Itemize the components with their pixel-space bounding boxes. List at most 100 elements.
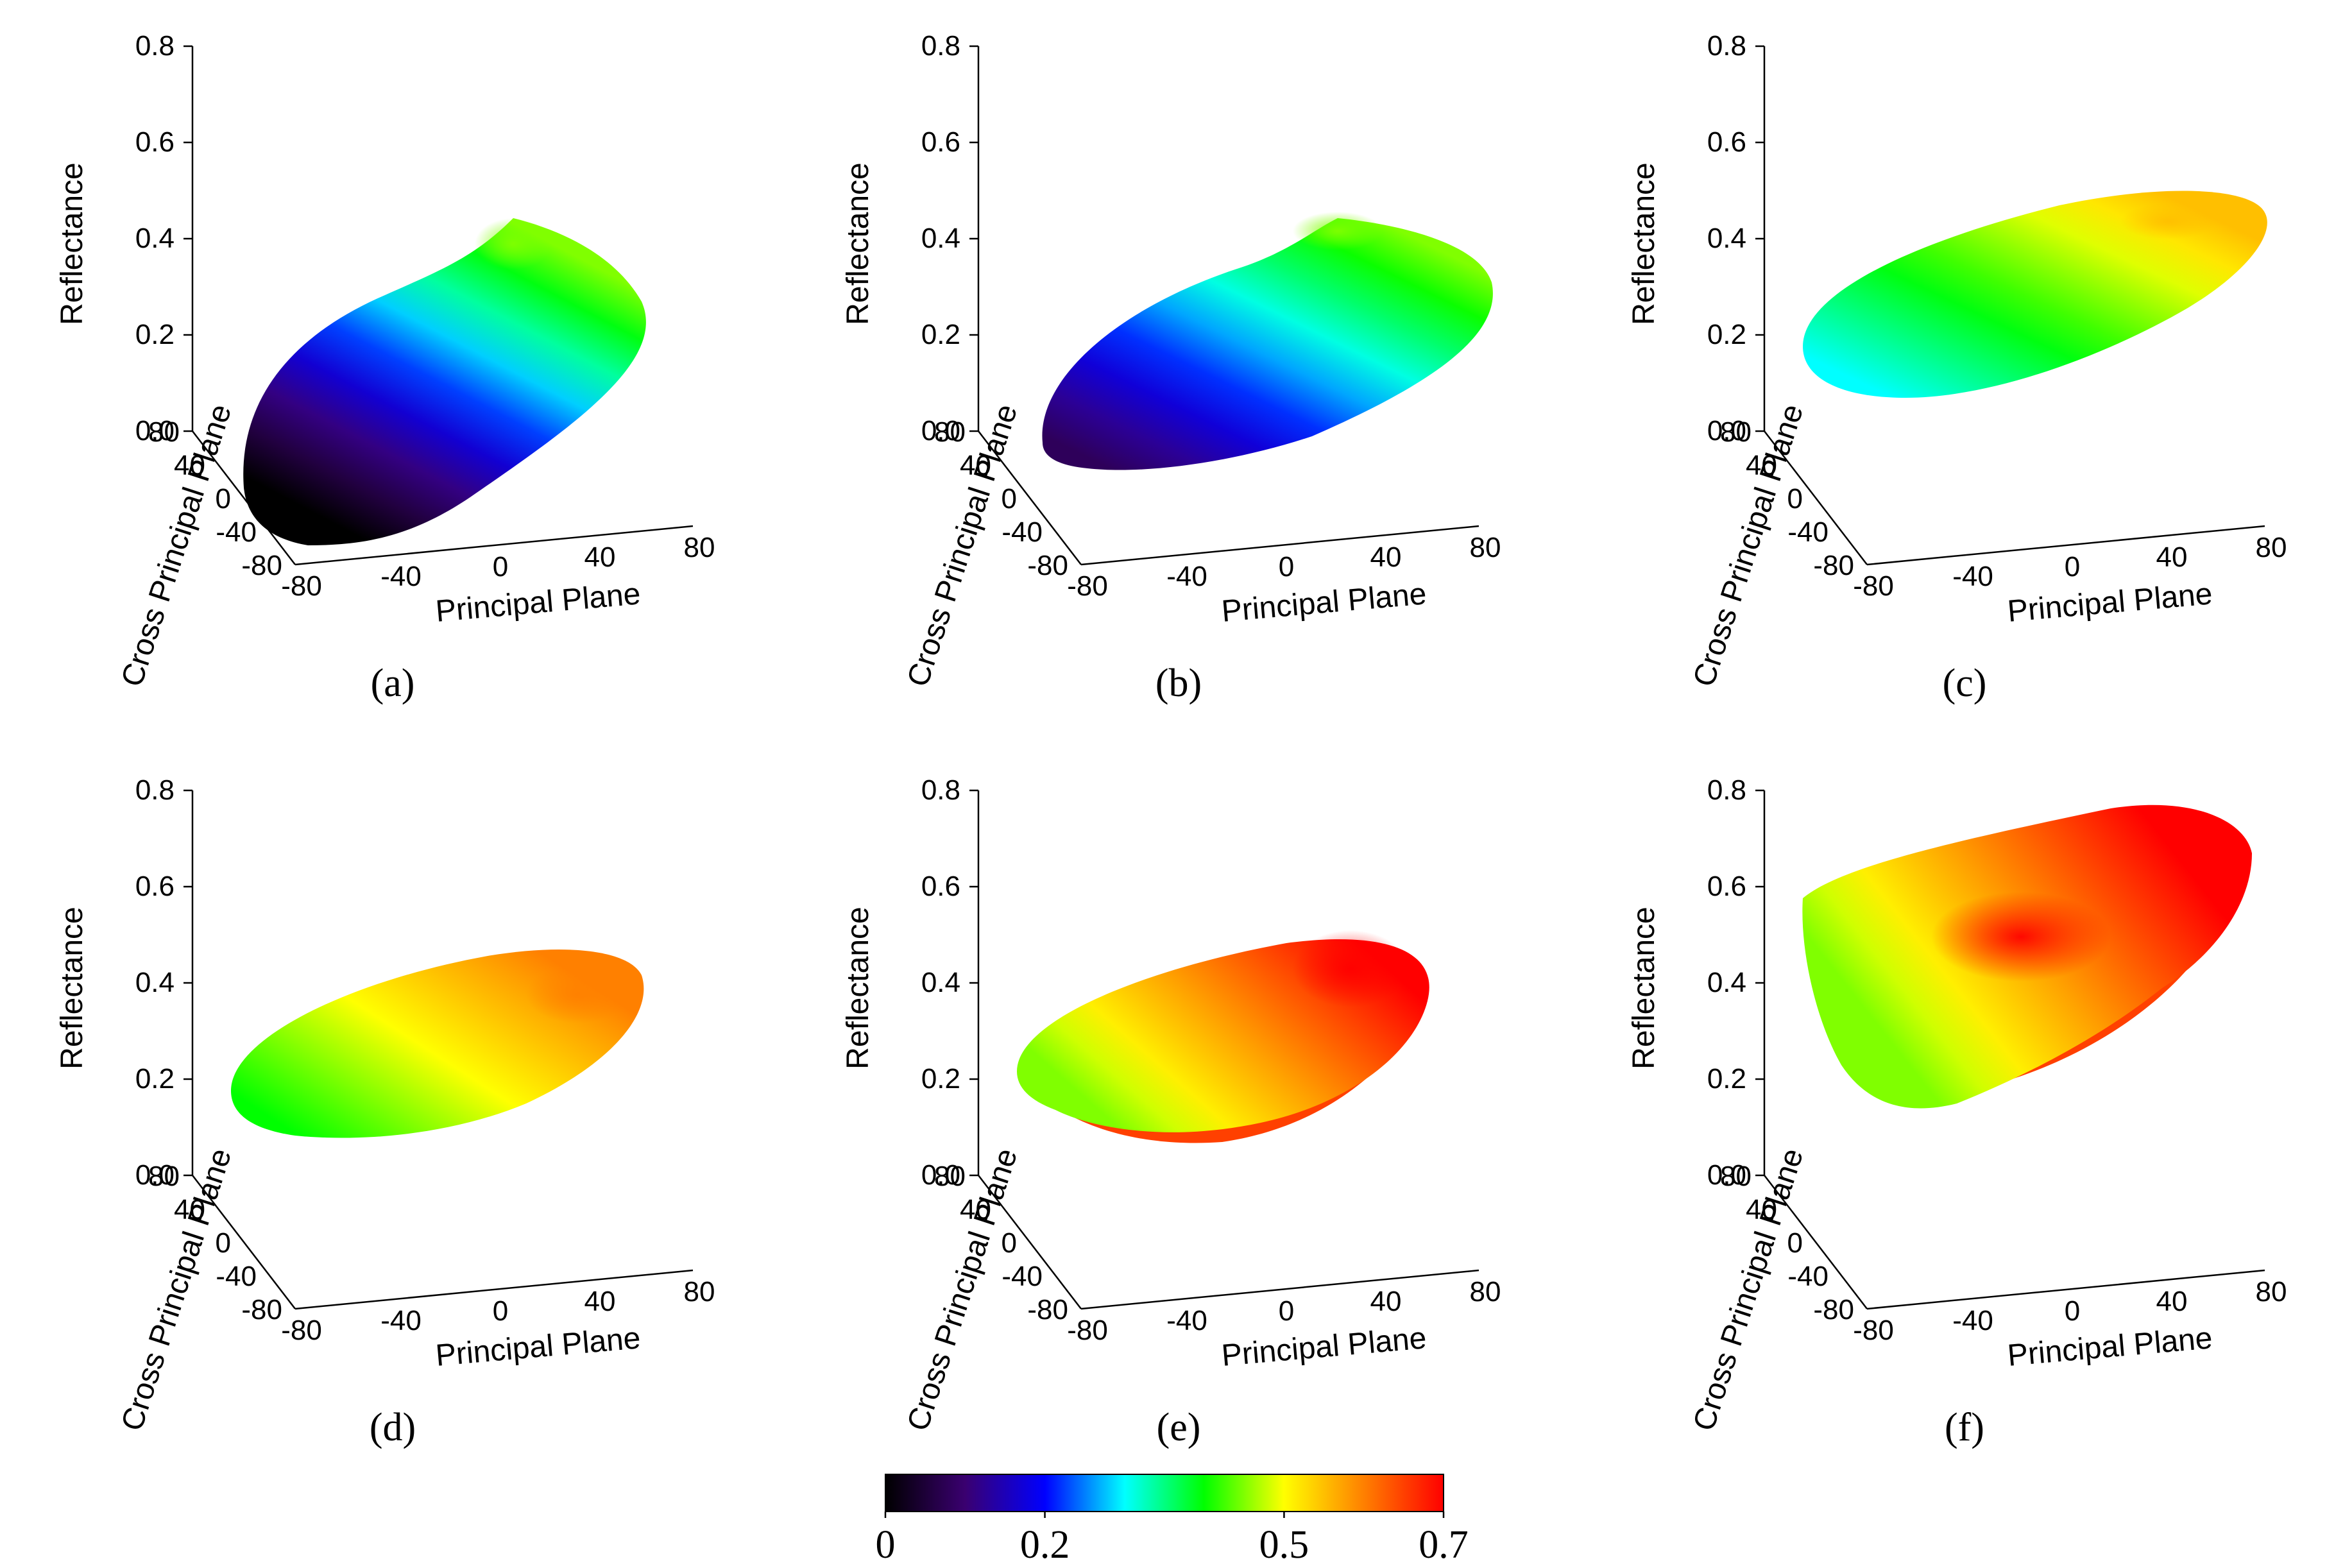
- z-tick-label: 0.4: [921, 223, 960, 254]
- y-axis-line: [192, 1175, 296, 1309]
- x-tick-label: -40: [1952, 1305, 1993, 1336]
- y-tick-label: 40: [174, 1194, 205, 1225]
- x-tick-label: 80: [1470, 1276, 1501, 1308]
- colorbar-tick-label: 0: [876, 1523, 896, 1567]
- z-tick-label: 0.8: [135, 30, 175, 62]
- x-tick-label: 0: [2065, 1295, 2080, 1327]
- z-tick-label: 0.0: [1707, 415, 1746, 447]
- z-tick-label: 0.2: [1707, 319, 1746, 350]
- y-tick-label: -80: [1027, 1294, 1068, 1325]
- y-tick-label: 40: [1746, 450, 1777, 481]
- x-tick-label: -40: [1166, 1305, 1207, 1336]
- surface-patch: [1803, 191, 2267, 398]
- y-tick-label: 0: [1787, 1227, 1803, 1259]
- y-tick-label: 80: [148, 1161, 180, 1192]
- x-axis-line: [1866, 1269, 2265, 1310]
- x-tick-label: 40: [584, 541, 616, 573]
- colorbar: 0 0.2 0.5 0.7: [876, 1474, 1469, 1567]
- surface: [1042, 212, 1493, 470]
- y-tick-label: 0: [1002, 1227, 1017, 1259]
- y-axis-line: [1764, 430, 1868, 565]
- panel-label: (e): [1157, 1406, 1201, 1449]
- surface-peak: [2120, 203, 2217, 239]
- panel-label: (a): [371, 661, 415, 705]
- x-tick-label: 40: [2156, 541, 2188, 573]
- z-tick-label: 0.2: [921, 319, 960, 350]
- x-tick-label: 40: [2156, 1286, 2188, 1317]
- x-axis-line: [1866, 525, 2265, 566]
- surface: [1802, 805, 2252, 1109]
- z-tick-label: 0.8: [1707, 774, 1746, 806]
- x-tick-label: 0: [1279, 551, 1294, 583]
- x-tick-label: -40: [1166, 561, 1207, 592]
- z-tick-label: 0.2: [135, 1063, 175, 1095]
- z-tick-label: 0.4: [135, 967, 175, 998]
- y-tick-label: -80: [1813, 550, 1854, 581]
- z-tick-label: 0.8: [135, 774, 175, 806]
- y-tick-label: -40: [1002, 516, 1043, 548]
- surface-peak: [1293, 930, 1408, 1007]
- y-tick-label: 40: [960, 450, 991, 481]
- panel-label: (f): [1945, 1406, 1984, 1449]
- x-tick-label: 40: [1370, 1286, 1402, 1317]
- z-tick-label: 0.6: [921, 126, 960, 158]
- x-tick-label: 40: [584, 1286, 616, 1317]
- z-tick-label: 0.8: [921, 774, 960, 806]
- y-tick-label: 40: [1746, 1194, 1777, 1225]
- z-tick-label: 0.6: [921, 871, 960, 902]
- z-axis-label: Reflectance: [55, 907, 89, 1069]
- y-tick-label: 0: [216, 483, 231, 515]
- x-axis-label: Principal Plane: [2006, 577, 2214, 629]
- y-axis-line: [978, 1175, 1082, 1309]
- x-tick-label: -40: [380, 561, 422, 592]
- x-tick-label: -80: [281, 1315, 322, 1346]
- z-tick-label: 0.6: [1707, 126, 1746, 158]
- surface-patch: [1042, 218, 1493, 470]
- z-tick-label: 0.4: [921, 967, 960, 998]
- surface: [1017, 930, 1429, 1143]
- surface-patch: [243, 218, 646, 545]
- z-axis-label: Reflectance: [1627, 162, 1661, 325]
- y-tick-label: 40: [174, 450, 205, 481]
- y-axis-line: [192, 430, 296, 565]
- y-tick-label: 0: [1787, 483, 1803, 515]
- y-tick-label: -80: [1027, 550, 1068, 581]
- x-tick-label: -80: [1853, 1315, 1894, 1346]
- y-tick-label: -40: [216, 1261, 257, 1292]
- y-tick-label: 80: [1720, 416, 1752, 448]
- x-axis-label: Principal Plane: [434, 1321, 642, 1373]
- x-tick-label: 0: [493, 551, 508, 583]
- x-tick-label: -80: [1067, 570, 1108, 602]
- y-tick-label: -80: [1813, 1294, 1854, 1325]
- y-axis-line: [1764, 1175, 1868, 1309]
- surface: [231, 950, 644, 1138]
- x-tick-label: -80: [1067, 1315, 1108, 1346]
- x-tick-label: 80: [2256, 1276, 2287, 1308]
- y-tick-label: 80: [934, 1161, 966, 1192]
- x-axis-line: [1080, 1269, 1479, 1310]
- panel-label: (b): [1155, 661, 1202, 705]
- z-tick-label: 0.0: [135, 1159, 175, 1191]
- z-axis-label: Reflectance: [841, 907, 875, 1069]
- z-tick-label: 0.6: [135, 126, 175, 158]
- x-tick-label: 0: [1279, 1295, 1294, 1327]
- x-axis-line: [1080, 525, 1479, 566]
- z-axis-label: Reflectance: [55, 162, 89, 325]
- z-axis-label: Reflectance: [1627, 907, 1661, 1069]
- surface-peak: [475, 218, 552, 269]
- surface-rim: [1017, 1001, 1428, 1143]
- x-tick-label: 0: [2065, 551, 2080, 583]
- y-tick-label: -40: [1787, 1261, 1828, 1292]
- z-tick-label: 0.2: [135, 319, 175, 350]
- x-axis-label: Principal Plane: [1220, 577, 1428, 629]
- z-tick-label: 0.0: [1707, 1159, 1746, 1191]
- x-tick-label: -40: [1952, 561, 1993, 592]
- z-tick-label: 0.0: [921, 1159, 960, 1191]
- panel-label: (d): [370, 1406, 416, 1449]
